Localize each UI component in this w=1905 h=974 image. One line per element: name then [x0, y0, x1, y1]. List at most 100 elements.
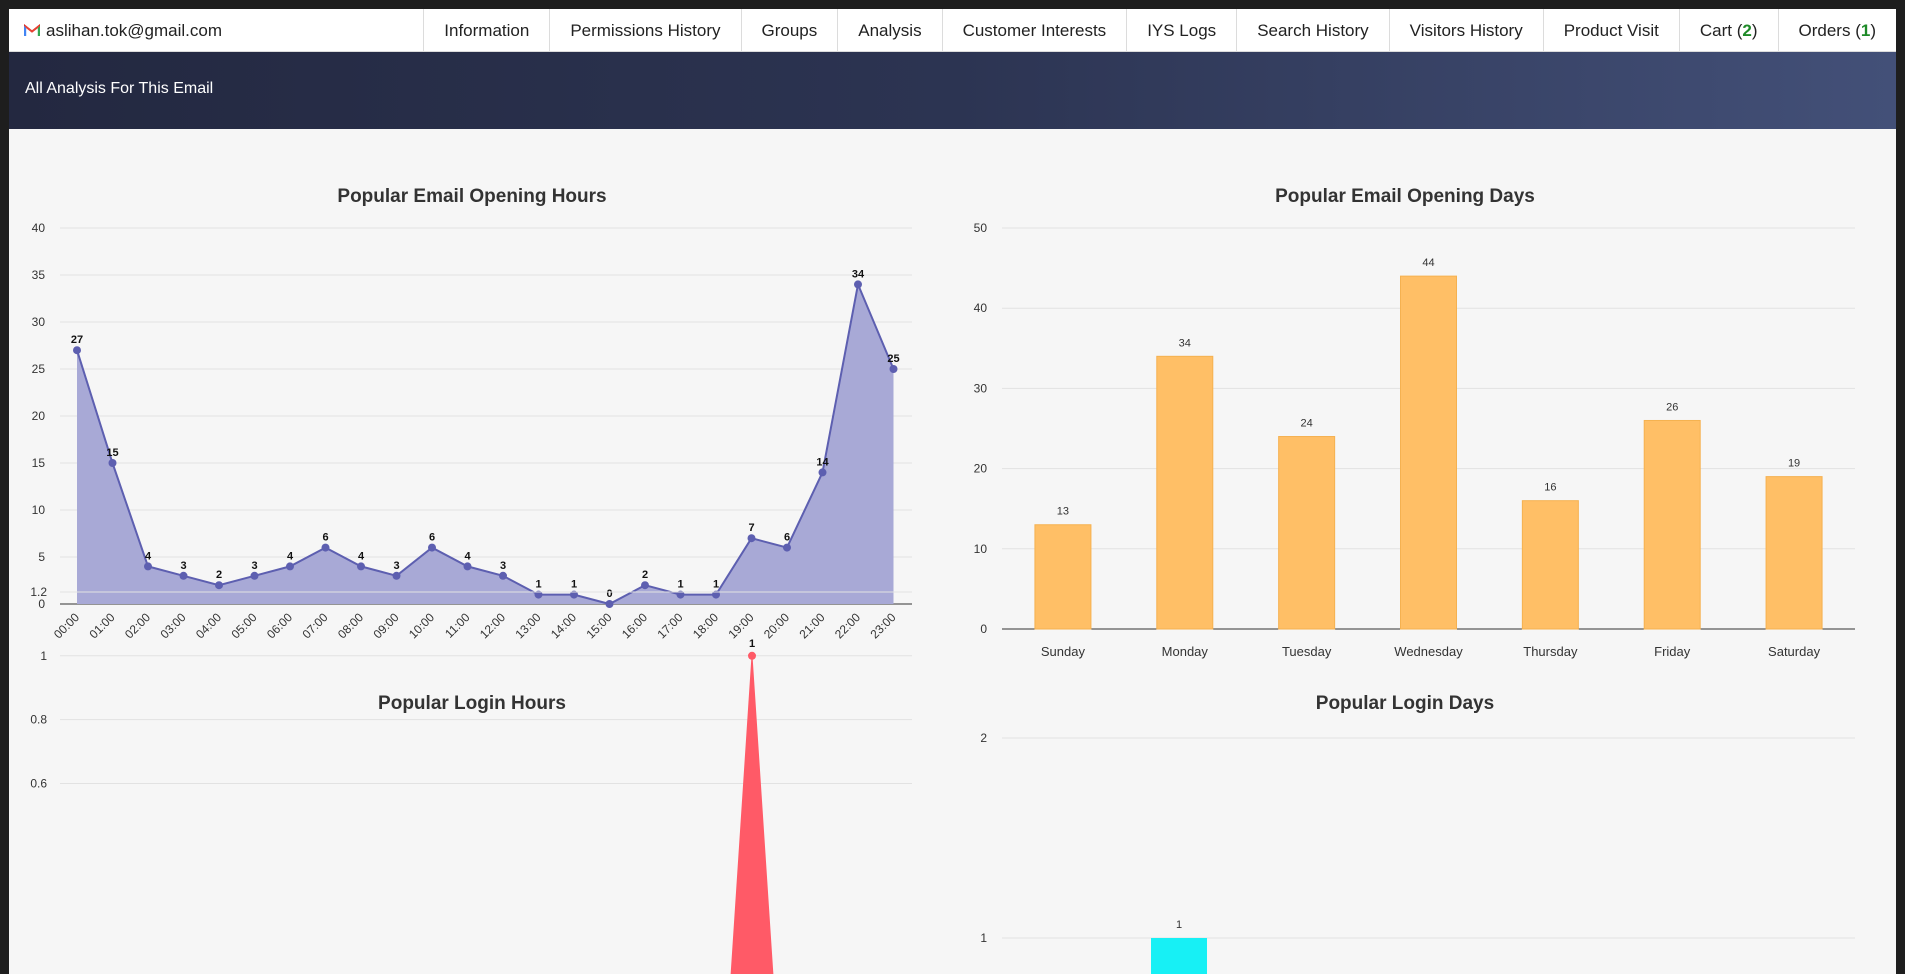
data-label: 4 — [464, 550, 471, 562]
x-tick-label: 21:00 — [796, 610, 827, 641]
x-tick-label: Wednesday — [1394, 644, 1463, 659]
data-point — [783, 543, 791, 552]
x-tick-label: 09:00 — [370, 610, 401, 641]
x-tick-label: 08:00 — [335, 610, 366, 641]
x-tick-label: 10:00 — [406, 610, 437, 641]
tab-label: Product Visit — [1563, 20, 1659, 40]
x-tick-label: 01:00 — [86, 610, 117, 641]
tab-label: IYS Logs — [1147, 20, 1217, 40]
tab-label: Analysis — [858, 20, 922, 40]
y-tick-label: 15 — [32, 456, 46, 470]
data-point — [499, 571, 507, 580]
tab-label: Cart — [1699, 20, 1732, 40]
data-point — [463, 562, 472, 571]
tab-groups[interactable]: Groups — [740, 9, 838, 52]
data-point — [570, 590, 578, 599]
bar — [1765, 476, 1823, 630]
bar — [1400, 275, 1457, 630]
data-point — [818, 468, 827, 477]
x-tick-label: 03:00 — [157, 610, 188, 641]
y-tick-label: 0.6 — [30, 776, 47, 790]
data-point — [605, 600, 614, 608]
bar — [1521, 500, 1579, 630]
tab-label: Customer Interests — [962, 20, 1107, 40]
page-title: All Analysis For This Email — [25, 80, 214, 97]
data-label: 15 — [106, 447, 118, 459]
tab-information[interactable]: Information — [423, 9, 549, 52]
chart-title: Popular Login Hours — [378, 693, 566, 714]
x-tick-label: 20:00 — [761, 610, 792, 641]
data-label: 3 — [180, 560, 186, 572]
email-opening-days-chart: Popular Email Opening Days 0 10 20 30 40 50 1… — [974, 186, 1855, 659]
x-tick-label: 04:00 — [193, 610, 224, 641]
x-tick-label: 18:00 — [690, 610, 721, 641]
x-tick-label: Monday — [1162, 644, 1209, 659]
x-tick-label: Thursday — [1523, 644, 1578, 659]
x-tick-label: 12:00 — [477, 610, 508, 641]
tab-orders[interactable]: Orders (1) — [1777, 9, 1897, 52]
bar — [1156, 355, 1214, 630]
data-label: 13 — [1057, 506, 1069, 518]
email-opening-hours-chart: Popular Email Opening Hours 051015202530… — [32, 186, 912, 641]
data-point — [144, 562, 152, 571]
data-label: 7 — [748, 522, 754, 534]
customer-email: aslihan.tok@gmail.com — [24, 9, 222, 52]
tab-analysis[interactable]: Analysis — [837, 9, 941, 52]
data-label: 2 — [216, 569, 222, 581]
x-tick-label: 22:00 — [832, 610, 863, 641]
cart-count-badge: 2 — [1742, 20, 1752, 40]
tab-customer-interests[interactable]: Customer Interests — [941, 9, 1127, 52]
y-tick-label: 2 — [980, 731, 987, 745]
x-tick-label: Tuesday — [1282, 644, 1332, 659]
data-point — [676, 590, 685, 599]
y-tick-label: 40 — [974, 301, 988, 315]
tab-label: Permissions History — [570, 20, 721, 40]
data-label: 1 — [677, 579, 683, 591]
y-tick-label: 0 — [980, 622, 987, 636]
tab-visitors-history[interactable]: Visitors History — [1388, 9, 1543, 52]
data-point — [73, 346, 81, 355]
data-label: 26 — [1666, 401, 1678, 413]
data-label: 6 — [429, 532, 435, 544]
data-point — [108, 459, 117, 467]
y-tick-label: 10 — [974, 542, 988, 556]
data-point — [854, 280, 862, 289]
x-tick-label: Sunday — [1041, 644, 1086, 659]
login-hours-chart: Popular Login Hours 0.6 0.8 1 1.2 1 — [30, 585, 912, 974]
tab-cart[interactable]: Cart (2) — [1678, 9, 1778, 52]
data-label: 1 — [749, 638, 755, 650]
data-point — [392, 571, 401, 580]
y-tick-label: 40 — [32, 221, 46, 235]
tab-label: Search History — [1257, 20, 1369, 40]
data-point — [428, 543, 436, 552]
y-tick-label: 25 — [32, 362, 46, 376]
y-tick-label: 50 — [974, 221, 988, 235]
bar — [1278, 436, 1336, 630]
tab-permissions-history[interactable]: Permissions History — [549, 9, 740, 52]
x-tick-label: 00:00 — [51, 610, 82, 641]
data-label: 19 — [1788, 458, 1800, 470]
data-label: 34 — [1179, 337, 1191, 349]
login-day-bar — [1151, 938, 1207, 974]
data-point — [641, 581, 649, 590]
y-tick-label: 1 — [980, 931, 987, 945]
data-label: 3 — [251, 560, 257, 572]
bar — [1034, 524, 1092, 630]
tab-search-history[interactable]: Search History — [1236, 9, 1388, 52]
data-label: 27 — [71, 334, 83, 346]
chart-title: Popular Email Opening Days — [1275, 186, 1535, 207]
tab-product-visit[interactable]: Product Visit — [1542, 9, 1679, 52]
y-tick-label: 5 — [38, 550, 45, 564]
y-tick-label: 1.2 — [30, 585, 47, 599]
data-label: 0 — [606, 588, 612, 600]
data-label: 25 — [887, 353, 899, 365]
y-tick-label: 30 — [32, 315, 46, 329]
data-label: 1 — [535, 579, 541, 591]
y-tick-label: 20 — [974, 462, 988, 476]
data-label: 1 — [1176, 919, 1182, 931]
gmail-icon — [24, 24, 40, 36]
chart-title: Popular Login Days — [1316, 693, 1494, 714]
page-banner: All Analysis For This Email — [9, 52, 1896, 129]
tab-label: Orders — [1798, 20, 1851, 40]
tab-iys-logs[interactable]: IYS Logs — [1126, 9, 1236, 52]
